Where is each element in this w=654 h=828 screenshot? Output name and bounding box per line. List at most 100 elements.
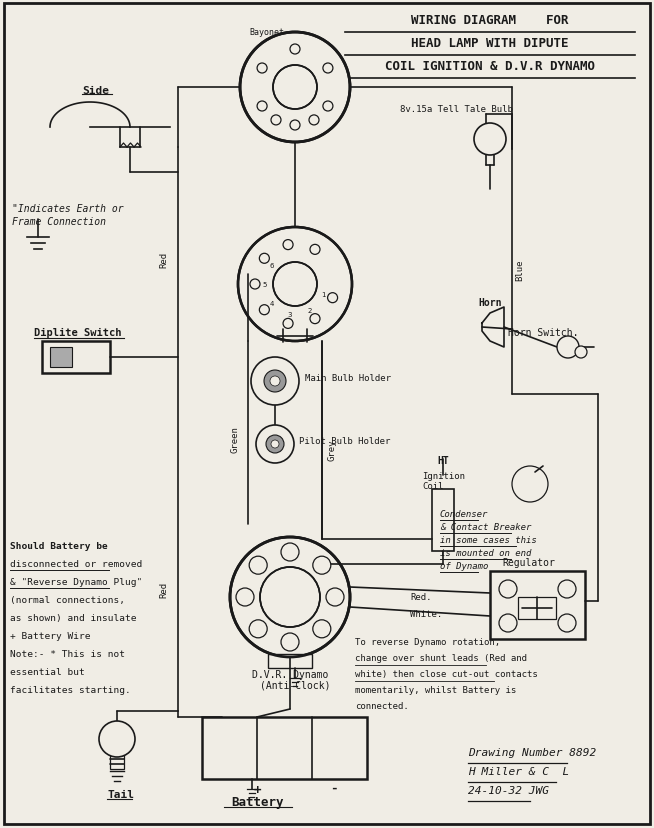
Circle shape [270,377,280,387]
Circle shape [257,64,267,74]
Text: White.: White. [410,609,442,619]
Circle shape [290,45,300,55]
Text: Red: Red [160,252,169,267]
Text: Drawing Number 8892: Drawing Number 8892 [468,747,596,757]
Text: Pilot Bulb Holder: Pilot Bulb Holder [299,436,390,445]
Circle shape [273,66,317,110]
Text: Regulator: Regulator [502,557,555,567]
Text: WIRING DIAGRAM    FOR: WIRING DIAGRAM FOR [411,14,569,27]
Text: Main Bulb Holder: Main Bulb Holder [305,373,391,383]
Text: Condenser: Condenser [440,509,489,518]
Text: as shown) and insulate: as shown) and insulate [10,614,137,623]
Text: essential but: essential but [10,667,85,676]
Text: 24-10-32 JWG: 24-10-32 JWG [468,785,549,795]
Circle shape [328,293,337,303]
Circle shape [310,315,320,325]
Circle shape [309,116,319,126]
Circle shape [575,347,587,359]
Text: Should Battery be: Should Battery be [10,542,108,551]
Circle shape [230,537,350,657]
Circle shape [290,121,300,131]
Circle shape [281,543,299,561]
Circle shape [557,337,579,359]
Text: change over shunt leads (Red and: change over shunt leads (Red and [355,653,527,662]
Bar [42,342,110,373]
Text: Note:- * This is not: Note:- * This is not [10,649,125,658]
Text: To reverse Dynamo rotation,: To reverse Dynamo rotation, [355,638,500,646]
Circle shape [249,620,267,638]
Text: Bayonet: Bayonet [249,28,284,37]
Text: (normal connections,: (normal connections, [10,595,125,604]
Text: HEAD LAMP WITH DIPUTE: HEAD LAMP WITH DIPUTE [411,37,569,50]
Bar [490,571,585,639]
Circle shape [250,280,260,290]
Text: Ignition
Coil: Ignition Coil [422,471,465,491]
Text: 4: 4 [270,301,274,307]
Text: Red: Red [160,581,169,597]
Circle shape [240,33,350,142]
Text: 3: 3 [288,311,292,317]
Text: Blue: Blue [515,259,525,281]
Circle shape [271,440,279,449]
Circle shape [499,614,517,633]
Circle shape [558,614,576,633]
Text: Side: Side [82,86,109,96]
Circle shape [99,721,135,757]
Text: connected.: connected. [355,701,409,710]
Bar [110,755,124,769]
Circle shape [323,102,333,112]
Circle shape [323,64,333,74]
Text: 8v.15a Tell Tale Bulb: 8v.15a Tell Tale Bulb [400,105,513,114]
Text: Frame Connection: Frame Connection [12,217,106,227]
Bar [202,717,367,779]
Text: D.V.R. Dynamo: D.V.R. Dynamo [252,669,328,679]
Bar [50,348,72,368]
Text: "Indicates Earth or: "Indicates Earth or [12,204,124,214]
Circle shape [257,102,267,112]
Circle shape [326,588,344,606]
Text: Red.: Red. [410,592,432,601]
Text: Grey: Grey [328,439,337,460]
Text: white) then close cut-out contacts: white) then close cut-out contacts [355,669,538,678]
Circle shape [260,254,269,264]
Text: (Anti-Clock): (Anti-Clock) [260,680,330,691]
Text: Diplite Switch: Diplite Switch [34,328,122,338]
Text: of Dynamo: of Dynamo [440,561,489,570]
Text: momentarily, whilst Battery is: momentarily, whilst Battery is [355,686,516,694]
Circle shape [266,436,284,454]
Circle shape [238,228,352,342]
Text: 6: 6 [269,262,274,268]
Circle shape [256,426,294,464]
Text: facilitates starting.: facilitates starting. [10,686,131,694]
Text: Horn: Horn [478,297,502,308]
Bar [432,489,454,551]
Text: +: + [253,783,261,796]
Circle shape [273,262,317,306]
Circle shape [264,371,286,392]
Text: & Contact Breaker: & Contact Breaker [440,522,531,532]
Circle shape [313,556,331,575]
Circle shape [558,580,576,599]
Circle shape [251,358,299,406]
Text: in some cases this: in some cases this [440,536,537,544]
Circle shape [260,567,320,628]
Text: Tail: Tail [107,789,134,799]
Bar [268,654,312,668]
Text: 5: 5 [263,282,267,287]
Text: 1: 1 [321,292,326,298]
Text: COIL IGNITION & D.V.R DYNAMO: COIL IGNITION & D.V.R DYNAMO [385,60,595,73]
Text: 2: 2 [308,308,312,314]
Bar [518,597,556,619]
Circle shape [474,124,506,156]
Circle shape [271,116,281,126]
Text: -: - [330,781,337,794]
Circle shape [313,620,331,638]
Circle shape [310,245,320,255]
Circle shape [499,580,517,599]
Text: HT: HT [437,455,449,465]
Circle shape [249,556,267,575]
Circle shape [283,240,293,250]
Text: Green: Green [230,426,239,453]
Circle shape [260,306,269,315]
Text: & "Reverse Dynamo Plug": & "Reverse Dynamo Plug" [10,577,143,586]
